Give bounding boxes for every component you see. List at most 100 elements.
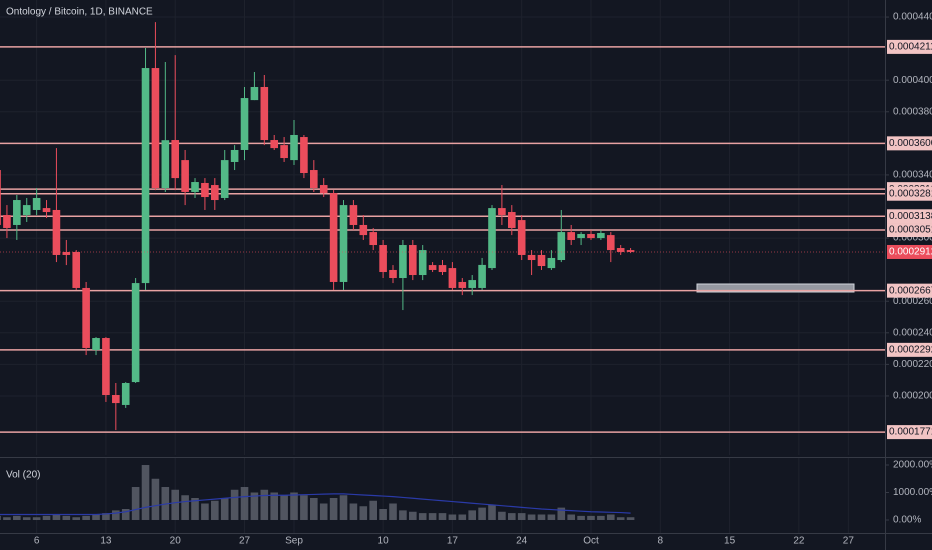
volume-bar — [290, 492, 298, 520]
candle-body — [517, 220, 526, 255]
candle-body — [171, 140, 180, 179]
volume-bar — [379, 508, 387, 520]
candle-body — [577, 233, 585, 239]
volume-bar — [438, 513, 447, 520]
candle-body — [597, 233, 605, 239]
volume-bar — [270, 492, 279, 520]
x-tick-label: 27 — [843, 536, 855, 547]
drawing-rectangle — [696, 283, 855, 293]
level-label-box — [887, 223, 932, 238]
x-tick-label: Sep — [285, 536, 303, 547]
candle-body — [438, 265, 447, 273]
level-label: 0.0003600 — [889, 138, 932, 149]
candle-body — [201, 182, 209, 198]
volume-bar — [597, 515, 605, 520]
x-tick-label: 15 — [724, 536, 736, 547]
volume-bar — [577, 515, 585, 520]
volume-bar — [13, 515, 21, 520]
volume-bar — [82, 515, 90, 520]
volume-bar — [22, 517, 31, 520]
candle-body — [349, 205, 358, 225]
volume-bar — [517, 513, 526, 520]
candle-body — [418, 250, 427, 276]
candle-body — [310, 170, 318, 189]
volume-bar — [349, 503, 358, 520]
level-label-box — [887, 39, 932, 54]
candle-body — [448, 268, 457, 288]
candle-body — [290, 134, 298, 161]
volume-bar — [3, 517, 11, 520]
volume-bar — [616, 517, 625, 520]
candle-body — [270, 140, 279, 149]
volume-bar — [32, 517, 41, 520]
volume-bar — [329, 498, 338, 520]
candle-body — [52, 209, 61, 255]
candle-body — [151, 68, 160, 189]
candle-body — [606, 235, 615, 251]
candle-body — [300, 137, 308, 174]
volume-bar — [220, 498, 229, 520]
volume-bar — [468, 510, 476, 520]
volume-bar — [399, 510, 407, 520]
candle-body — [92, 338, 100, 351]
candle-body — [488, 208, 496, 269]
candle-body — [359, 224, 368, 236]
candle-body — [468, 280, 476, 288]
last-price-box — [887, 244, 932, 259]
volume-bar — [201, 503, 209, 520]
volume-bar — [587, 515, 595, 520]
candle-body — [161, 140, 170, 189]
volume-bar — [72, 517, 81, 520]
candle-body — [141, 68, 150, 284]
candle-body — [32, 197, 41, 210]
x-tick-label: 6 — [34, 536, 40, 547]
candle-body — [131, 283, 140, 383]
candle-body — [547, 257, 556, 269]
volume-bar — [498, 511, 506, 520]
candle-body — [389, 269, 397, 279]
candle-body — [62, 251, 71, 255]
volume-bar — [112, 510, 120, 520]
candle-body — [458, 281, 467, 288]
y-tick-label: 2000.00% — [893, 460, 932, 471]
candle-body — [250, 86, 259, 101]
level-label-box — [887, 342, 932, 357]
candle-body — [191, 182, 199, 192]
volume-bar — [537, 514, 546, 520]
candle-body — [260, 86, 269, 141]
x-tick-label: 8 — [658, 536, 664, 547]
candle-body — [220, 160, 229, 198]
candle-body — [13, 200, 21, 225]
candle-body — [626, 250, 635, 252]
candle-body — [478, 264, 486, 288]
volume-bar — [102, 513, 110, 520]
volume-bar — [478, 507, 486, 520]
volume-bar — [141, 465, 150, 520]
volume-bar — [557, 507, 566, 520]
x-tick-label: 20 — [170, 536, 182, 547]
candle-body — [102, 338, 110, 396]
candle-body — [42, 208, 51, 213]
volume-bar — [211, 500, 219, 520]
candle-body — [616, 248, 625, 252]
candle-body — [537, 254, 546, 267]
candle-body — [498, 208, 506, 216]
x-tick-label: 10 — [378, 536, 390, 547]
volume-bar — [171, 489, 180, 520]
volume-bar — [339, 495, 348, 520]
volume-bar — [131, 487, 140, 520]
volume-bar — [409, 511, 417, 520]
candle-body — [379, 245, 387, 273]
volume-bar — [260, 489, 269, 520]
volume-bar — [359, 506, 368, 520]
candle-body — [369, 232, 378, 246]
chart-title: Ontology / Bitcoin, 1D, BINANCE — [6, 7, 153, 18]
volume-bar — [151, 478, 160, 520]
